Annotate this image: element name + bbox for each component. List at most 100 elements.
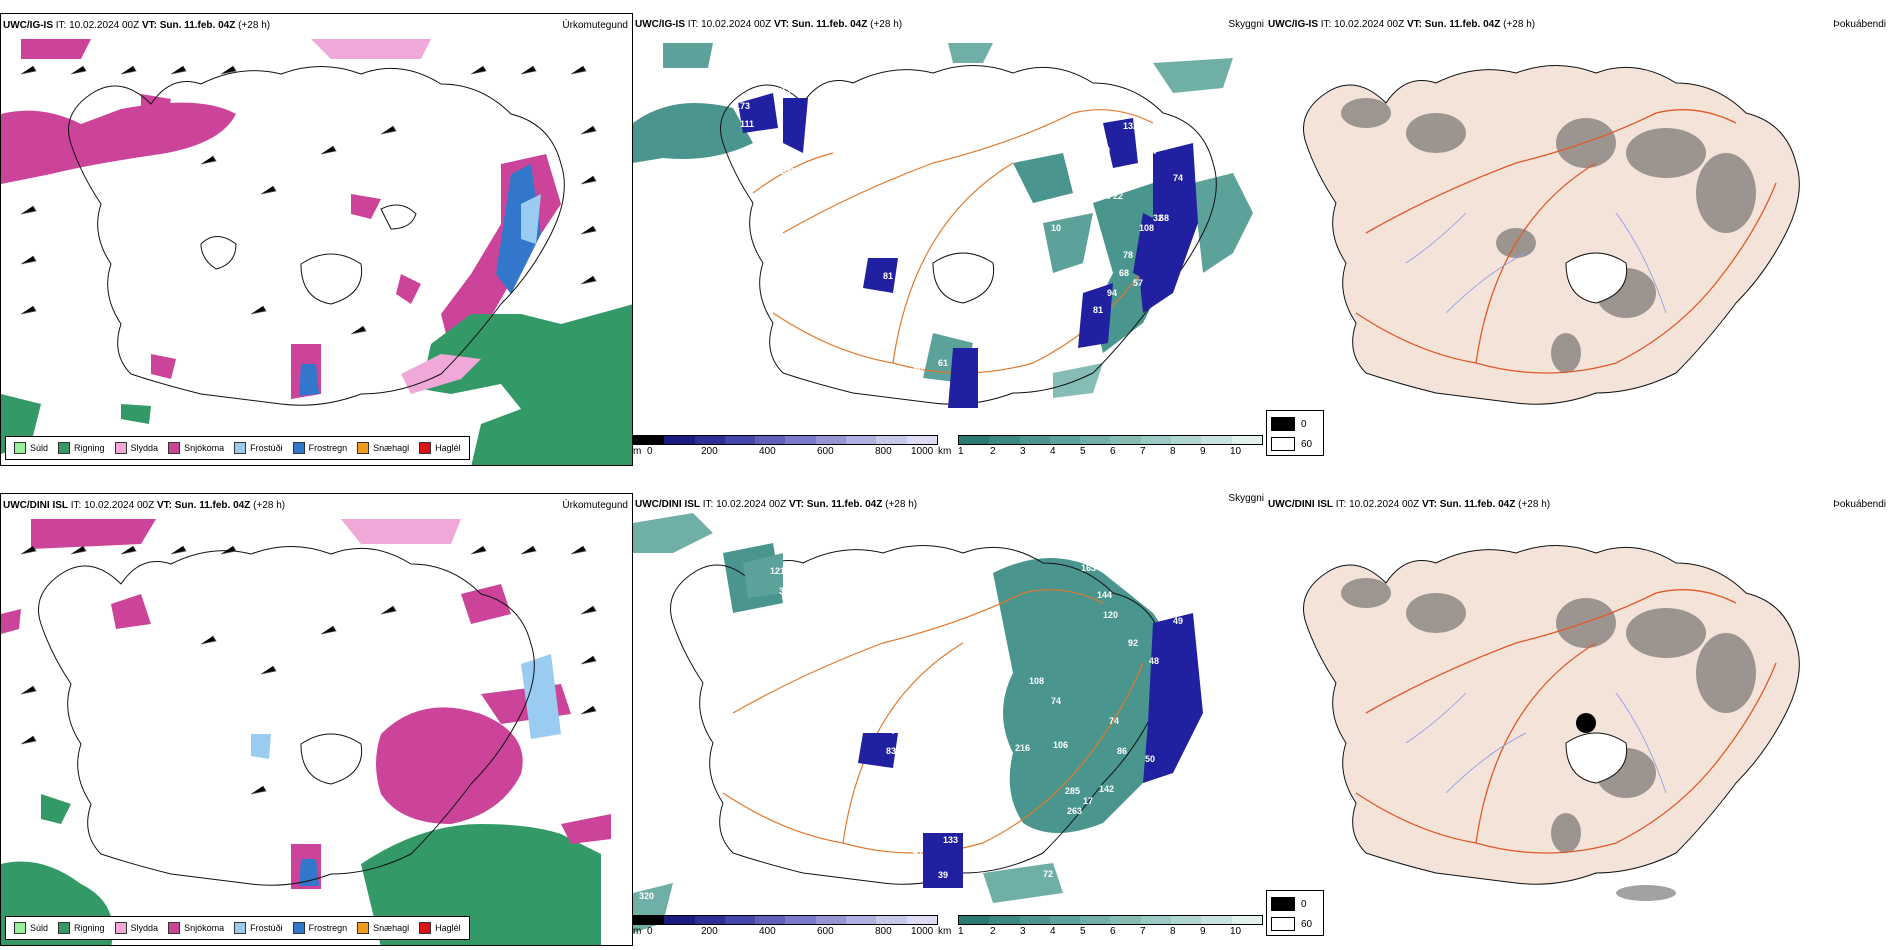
swatch bbox=[234, 922, 247, 934]
cloud-map bbox=[633, 43, 1253, 408]
legend-item: Snæhagl bbox=[357, 922, 409, 934]
legend-item: Rigning bbox=[58, 922, 105, 934]
height-scale: m 0 200 400 600 800 1000 bbox=[633, 915, 938, 941]
panel-header: UWC/IG-IS IT: 10.02.2024 00Z VT: Sun. 11… bbox=[635, 19, 903, 30]
swatch bbox=[357, 442, 370, 454]
cloud-label: 106 bbox=[1053, 740, 1069, 750]
visibility-scale: km 1 2 3 4 5 6 7 8 9 10 bbox=[938, 435, 1263, 461]
cloud-label: 248 bbox=[809, 127, 825, 137]
panel-header: UWC/DINI ISL IT: 10.02.2024 00Z VT: Sun.… bbox=[3, 500, 286, 511]
cloud-title: Skyggni bbox=[1228, 493, 1264, 504]
legend-item: Súld bbox=[14, 922, 48, 934]
cloud-label: 87 bbox=[1148, 146, 1159, 156]
precip-map bbox=[1, 519, 611, 945]
panel-header: UWC/IG-IS IT: 10.02.2024 00Z VT: Sun. 11… bbox=[3, 20, 271, 31]
cloud-label: 209 bbox=[779, 166, 795, 176]
legend-item: Snjókoma bbox=[168, 922, 224, 934]
cloud-label: 32 bbox=[1153, 213, 1164, 223]
legend-item: Frostregn bbox=[292, 922, 347, 934]
cloud-label: 72 bbox=[1043, 869, 1054, 879]
swatch bbox=[114, 922, 127, 934]
precip-title: Úrkomutegund bbox=[562, 500, 628, 511]
fog-legend: 0 60 bbox=[1266, 410, 1324, 456]
swatch bbox=[168, 442, 181, 454]
fog-title: Þokuábendi bbox=[1833, 499, 1886, 510]
cloud-label: 108 bbox=[1029, 676, 1045, 686]
precip-legend: Súld Rigning Slydda Snjókoma Frostúði Fr… bbox=[5, 436, 470, 460]
swatch bbox=[234, 442, 247, 454]
cloud-label: 68 bbox=[1119, 268, 1130, 278]
swatch bbox=[14, 922, 26, 934]
cloud-label: 22 bbox=[1113, 191, 1124, 201]
cloud-label: 81 bbox=[1093, 305, 1104, 315]
cloud-label: 74 bbox=[1109, 716, 1120, 726]
swatch bbox=[419, 442, 432, 454]
cloud-label: 108 bbox=[1139, 223, 1155, 233]
cloud-label: 57 bbox=[1133, 278, 1144, 288]
cloud-label: 94 bbox=[1107, 288, 1118, 298]
fog-title: Þokuábendi bbox=[1833, 19, 1886, 30]
height-colorbar bbox=[633, 915, 938, 925]
cloud-label: 134 bbox=[781, 85, 797, 95]
panel-header: UWC/DINI ISL IT: 10.02.2024 00Z VT: Sun.… bbox=[1268, 499, 1551, 510]
cloud-label: 285 bbox=[1065, 786, 1081, 796]
cloud-panel-row2: UWC/DINI ISL IT: 10.02.2024 00Z VT: Sun.… bbox=[633, 493, 1266, 946]
precip-map bbox=[1, 39, 632, 465]
swatch bbox=[58, 442, 71, 454]
cloud-label: 10 bbox=[1051, 223, 1062, 233]
cloud-label: 180 bbox=[1095, 145, 1111, 155]
cloud-label: 133 bbox=[943, 835, 959, 845]
cloud-label: 50 bbox=[1145, 754, 1156, 764]
cloud-label: 17 bbox=[1083, 796, 1094, 806]
cloud-label: 320 bbox=[639, 891, 655, 901]
fog-map bbox=[1303, 545, 1800, 901]
swatch bbox=[1271, 917, 1295, 931]
legend-item: Slydda bbox=[114, 442, 158, 454]
legend-item: Frostúði bbox=[234, 922, 283, 934]
cloud-label: 144 bbox=[1097, 590, 1113, 600]
cloud-label: 48 bbox=[1149, 656, 1160, 666]
cloud-label: 74 bbox=[1051, 696, 1062, 706]
cloud-label: 81 bbox=[883, 271, 894, 281]
cloud-label: 74 bbox=[891, 726, 902, 736]
cloud-label: 68 bbox=[1159, 213, 1170, 223]
precip-panel-row1: UWC/IG-IS IT: 10.02.2024 00Z VT: Sun. 11… bbox=[0, 13, 633, 466]
cloud-label: 50 bbox=[1101, 191, 1112, 201]
panel-header: UWC/IG-IS IT: 10.02.2024 00Z VT: Sun. 11… bbox=[1268, 19, 1536, 30]
swatch bbox=[168, 922, 181, 934]
legend-item: Snjókoma bbox=[168, 442, 224, 454]
legend-item: Rigning bbox=[58, 442, 105, 454]
height-colorbar bbox=[633, 435, 938, 445]
cloud-label: 163 bbox=[1081, 563, 1097, 573]
fog-panel-row2: UWC/DINI ISL IT: 10.02.2024 00Z VT: Sun.… bbox=[1266, 493, 1900, 946]
cloud-label: 42 bbox=[1069, 341, 1080, 351]
legend-item: Frostregn bbox=[292, 442, 347, 454]
swatch bbox=[357, 922, 370, 934]
cloud-label: 39 bbox=[938, 870, 949, 880]
panel-header: UWC/DINI ISL IT: 10.02.2024 00Z VT: Sun.… bbox=[635, 499, 918, 510]
swatch bbox=[114, 442, 127, 454]
visibility-scale: km 1 2 3 4 5 6 7 8 9 10 bbox=[938, 915, 1263, 941]
cloud-label: 25 bbox=[1067, 196, 1078, 206]
cloud-label: 82 bbox=[1133, 590, 1144, 600]
cloud-map bbox=[633, 513, 1203, 933]
cloud-label: 39 bbox=[779, 586, 790, 596]
cloud-label: 74 bbox=[1173, 173, 1184, 183]
cloud-label: 78 bbox=[1123, 250, 1134, 260]
fog-map bbox=[1303, 65, 1800, 405]
precip-title: Úrkomutegund bbox=[562, 20, 628, 31]
swatch bbox=[1271, 417, 1295, 431]
cloud-label: 121 bbox=[770, 566, 786, 576]
legend-item: Slydda bbox=[114, 922, 158, 934]
cloud-label: 142 bbox=[1099, 784, 1115, 794]
cloud-label: 35 bbox=[938, 385, 949, 395]
cloud-label: 49 bbox=[1173, 616, 1184, 626]
cloud-label: 83 bbox=[886, 746, 897, 756]
cloud-label: 67 bbox=[913, 848, 924, 858]
cloud-label: 18 bbox=[1031, 235, 1042, 245]
fog-legend: 0 60 bbox=[1266, 890, 1324, 936]
visibility-colorbar bbox=[958, 435, 1263, 445]
legend-item: Súld bbox=[14, 442, 48, 454]
legend-item: Haglél bbox=[419, 922, 461, 934]
cloud-label: 111 bbox=[740, 119, 755, 129]
